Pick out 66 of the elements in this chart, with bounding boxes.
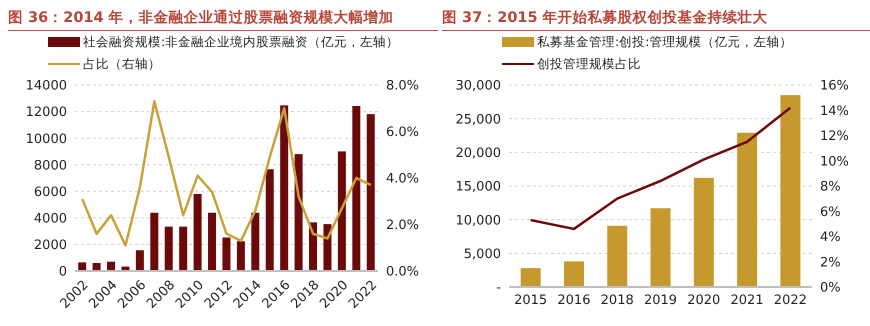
bar [520,268,541,287]
bar [694,178,714,287]
y2-tick-label: 8.0% [386,78,420,94]
line-series [80,100,372,247]
y-tick-label: 25,000 [456,112,501,128]
y-tick-label: 6000 [34,184,67,200]
y-tick-label: 15,000 [456,180,501,195]
bar [236,241,245,271]
y-tick-label: 10000 [26,132,67,147]
bar [150,212,158,271]
x-tick-label: 2021 [730,293,764,308]
bar [222,238,230,271]
y2-tick-label: 2.0% [386,218,420,234]
y2-tick-label: 14% [820,104,849,119]
bar [607,226,628,287]
bar [208,212,216,271]
y-tick-label: 8000 [34,158,67,174]
x-tick-label: 2018 [600,293,634,308]
x-tick-label: 2016 [557,293,590,308]
legend-label: 私募基金管理:创投:管理规模（亿元，左轴） [537,33,792,51]
y-tick-label: 10,000 [456,213,501,228]
y2-tick-label: 6.0% [386,125,420,140]
bar [366,114,375,271]
x-tick-label: 2015 [514,293,548,308]
y-tick-label: 30,000 [456,78,501,94]
bar [136,250,144,271]
chart-title: 图 36：2014 年，非金融企业通过股票融资规模大幅增加 [8,8,438,31]
bar [338,151,346,271]
bar [107,262,116,271]
bar [352,106,360,271]
legend-label: 占比（右轴） [83,55,161,73]
y2-tick-label: 8% [820,180,841,195]
y2-tick-label: 0% [820,280,841,296]
line-series [529,106,792,230]
bar [780,95,800,287]
y-tick-label: - [496,280,502,296]
y2-tick-label: 4.0% [386,172,420,187]
y2-tick-label: 0.0% [386,264,420,280]
x-tick-label: 2020 [687,293,720,308]
y-tick-label: 5,000 [464,246,501,262]
y-tick-label: 2000 [34,238,67,254]
chart-title: 图 37：2015 年开始私募股权创投基金持续壮大 [442,8,870,31]
y2-tick-label: 12% [820,129,849,144]
y2-tick-label: 16% [820,78,849,94]
bar [251,212,260,271]
bar [280,105,288,271]
bar [194,194,202,271]
bar [564,261,584,287]
bar [650,208,671,287]
bar [179,226,188,271]
y-tick-label: 20,000 [456,146,501,161]
bar [266,169,274,271]
y-tick-label: 4000 [34,211,67,226]
x-tick-label: 2019 [644,293,678,308]
x-tick-label: 2022 [774,293,807,308]
y2-tick-label: 2% [820,255,841,270]
bar [737,132,758,287]
legend-label: 创投管理规模占比 [537,55,641,73]
y2-tick-label: 10% [820,154,849,170]
bar [164,226,173,271]
y2-tick-label: 4% [820,230,841,246]
y-tick-label: 14000 [26,78,67,94]
legend-label: 社会融资规模:非金融企业境内股票融资（亿元，左轴） [83,33,400,51]
y-tick-label: 12000 [26,105,67,120]
y-tick-label: 0 [58,264,67,280]
y2-tick-label: 6% [820,204,841,220]
